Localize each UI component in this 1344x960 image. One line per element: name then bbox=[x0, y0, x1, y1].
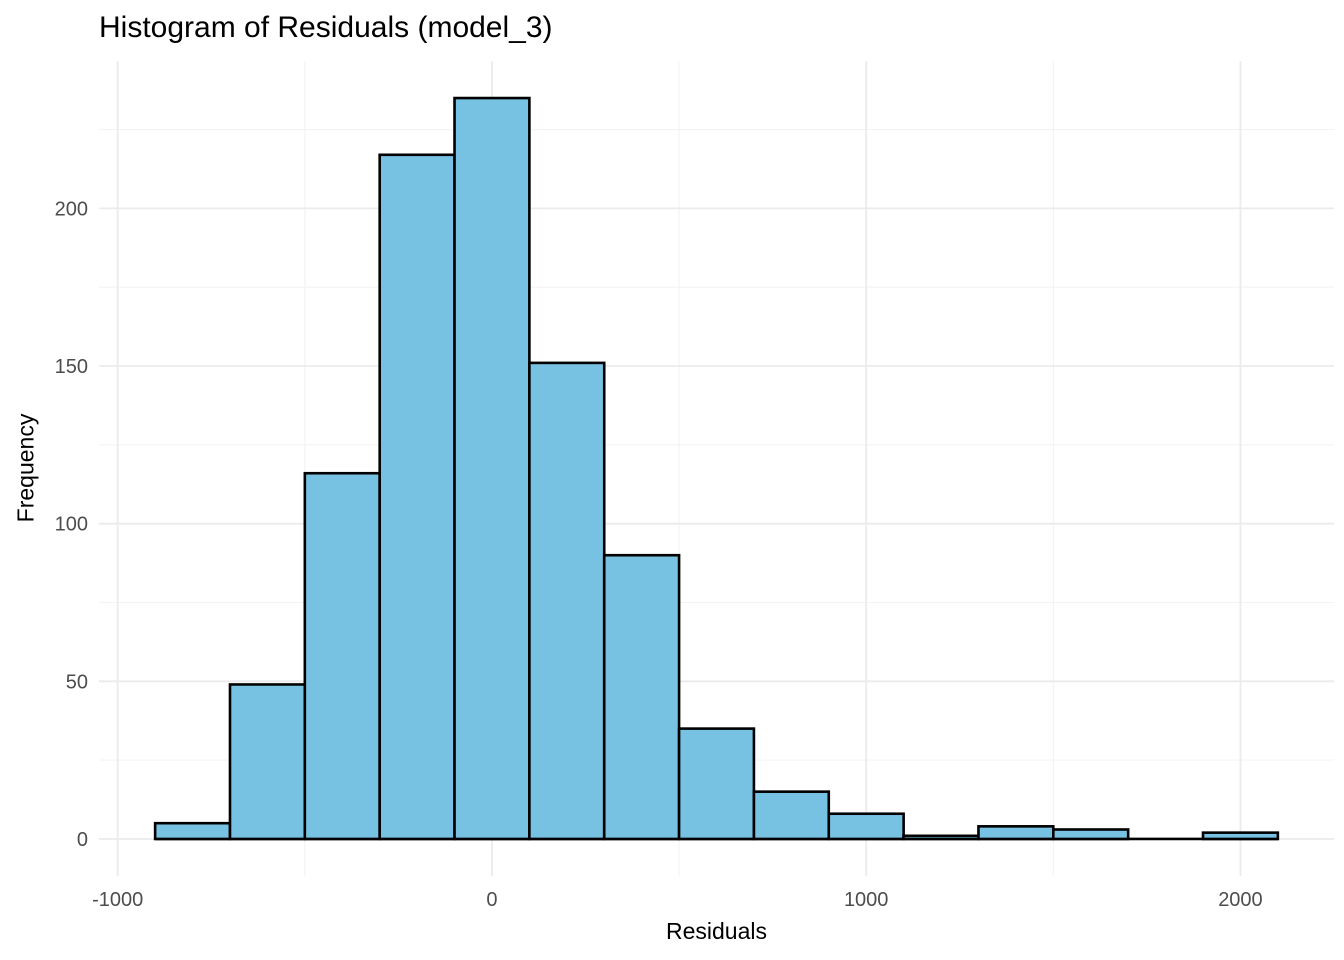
y-axis-title: Frequency bbox=[12, 413, 39, 523]
histogram-bar bbox=[303, 471, 381, 841]
x-axis-title: Residuals bbox=[666, 918, 767, 944]
histogram-bar bbox=[1052, 828, 1130, 841]
histogram-bar bbox=[228, 683, 307, 841]
histogram-bar bbox=[153, 821, 232, 841]
x-tick-label: 2000 bbox=[1218, 889, 1263, 911]
histogram-bar bbox=[1201, 831, 1280, 841]
histogram-bar bbox=[528, 361, 606, 841]
x-tick-label: 1000 bbox=[844, 889, 889, 911]
histogram-bar bbox=[602, 553, 681, 841]
y-tick-label: 0 bbox=[77, 829, 88, 851]
histogram-bar bbox=[752, 790, 831, 841]
y-tick-label: 200 bbox=[55, 198, 88, 220]
chart-title: Histogram of Residuals (model_3) bbox=[99, 11, 553, 44]
histogram-bar bbox=[977, 825, 1055, 841]
x-tick-label: -1000 bbox=[92, 889, 143, 911]
y-tick-label: 50 bbox=[66, 671, 88, 693]
x-tick-label: 0 bbox=[486, 889, 497, 911]
histogram-bar bbox=[677, 727, 756, 841]
histogram-bar bbox=[378, 153, 456, 841]
histogram-bar bbox=[453, 96, 531, 841]
histogram-bar bbox=[827, 812, 905, 841]
y-tick-label: 100 bbox=[55, 514, 88, 536]
y-tick-label: 150 bbox=[55, 356, 88, 378]
histogram-bar bbox=[902, 834, 980, 841]
